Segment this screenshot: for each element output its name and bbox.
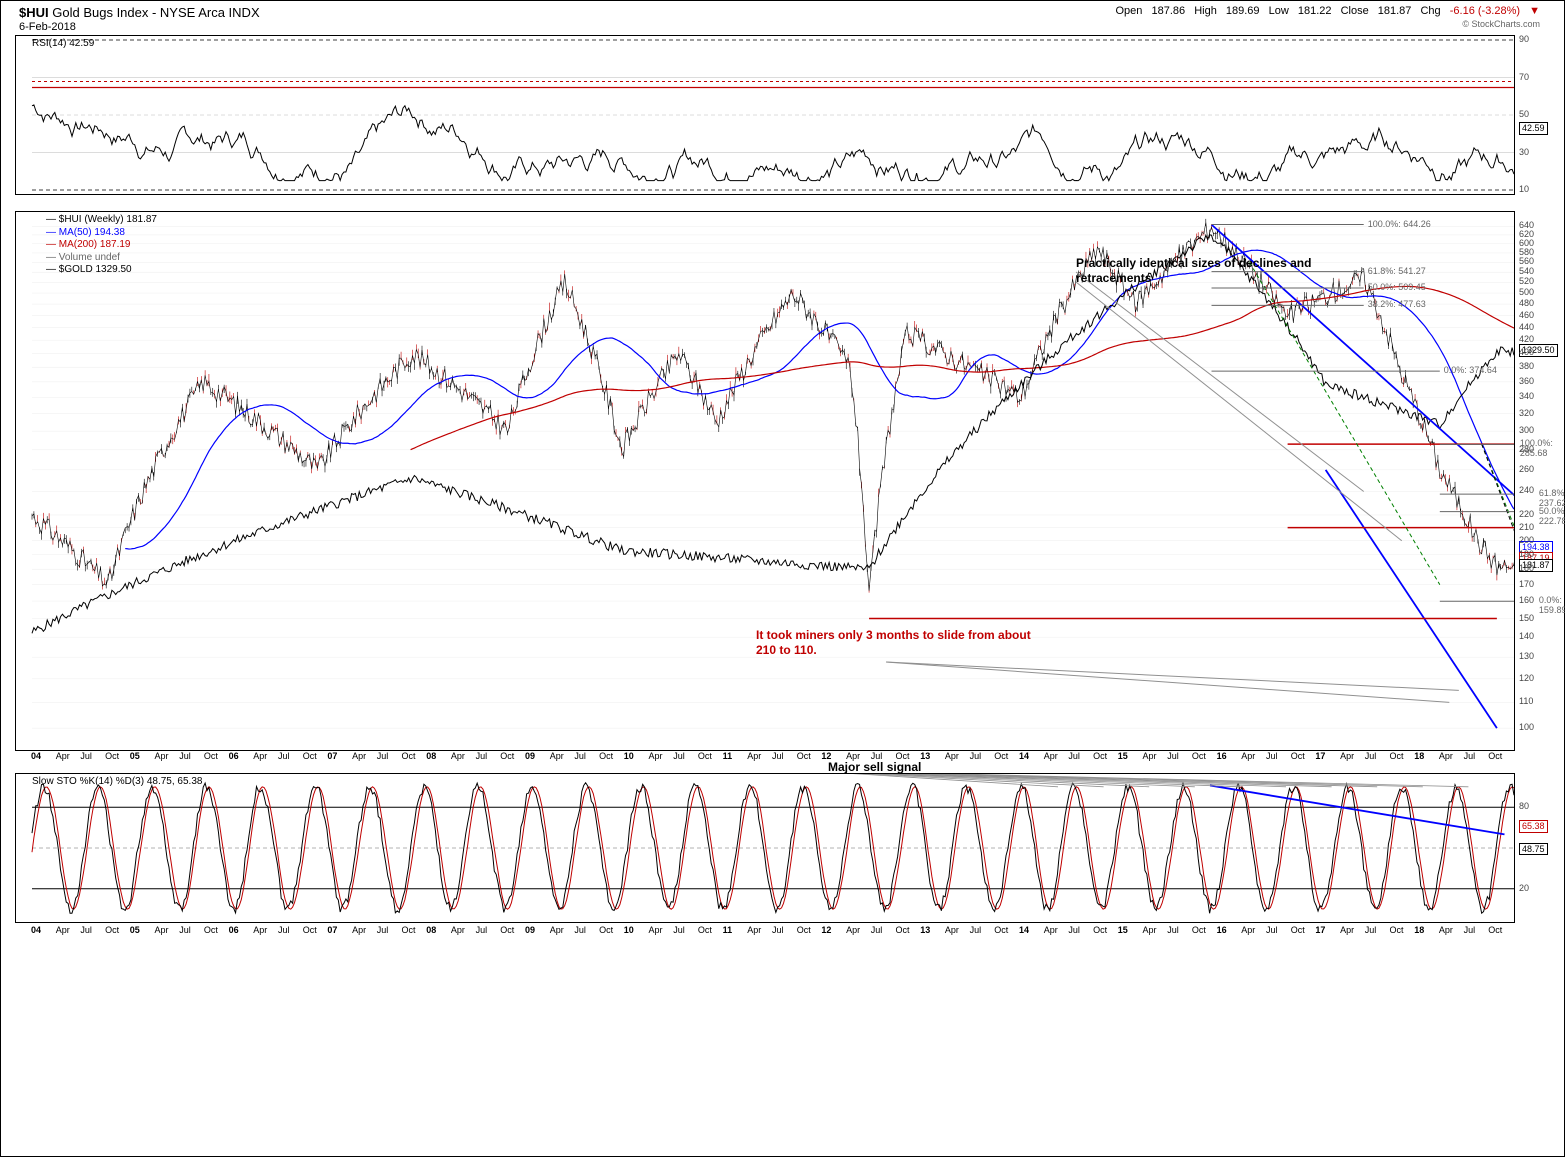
legend-line: — MA(200) 187.19	[46, 239, 157, 252]
fib-label: 38.2%: 477.63	[1368, 299, 1426, 309]
annotation-declines: Practically identical sizes of declines …	[1076, 256, 1356, 286]
copyright: © StockCharts.com	[1462, 19, 1540, 29]
open-value: 187.86	[1151, 5, 1185, 17]
rsi-plot	[16, 36, 1514, 194]
price-legend: — $HUI (Weekly) 181.87— MA(50) 194.38— M…	[46, 214, 157, 277]
low-value: 181.22	[1298, 5, 1332, 17]
ohlc-row: Open 187.86 High 189.69 Low 181.22 Close…	[1110, 5, 1541, 17]
rsi-legend: RSI(14) 42.59	[32, 38, 94, 49]
fib-label: 61.8%: 541.27	[1368, 266, 1426, 276]
close-value: 181.87	[1378, 5, 1412, 17]
symbol: $HUI	[19, 5, 49, 20]
high-value: 189.69	[1226, 5, 1260, 17]
legend-line: — $GOLD 1329.50	[46, 264, 157, 277]
stochastic-plot	[16, 774, 1514, 922]
xaxis-main: 04AprJulOct05AprJulOct06AprJulOct07AprJu…	[15, 751, 1515, 767]
rsi-current-tag: 42.59	[1519, 122, 1548, 135]
sto-d-tag: 65.38	[1519, 820, 1548, 833]
high-label: High	[1194, 5, 1217, 17]
close-label: Close	[1341, 5, 1369, 17]
chart-title: $HUI Gold Bugs Index - NYSE Arca INDX	[19, 5, 260, 20]
stochastic-legend: Slow STO %K(14) %D(3) 48.75, 65.38	[32, 776, 202, 787]
fib-label: 0.0%: 374.64	[1444, 365, 1497, 375]
annotation-sell-signal: Major sell signal	[828, 760, 921, 775]
legend-line: — Volume undef	[46, 252, 157, 265]
fib-label: 0.0%: 159.89	[1539, 595, 1565, 615]
symbol-name: Gold Bugs Index - NYSE Arca INDX	[52, 5, 259, 20]
legend-line: — $HUI (Weekly) 181.87	[46, 214, 157, 227]
chg-label: Chg	[1420, 5, 1440, 17]
chg-arrow-icon: ▼	[1529, 5, 1540, 17]
chart-date: 6-Feb-2018	[19, 21, 76, 33]
price-plot	[16, 212, 1514, 750]
legend-line: — MA(50) 194.38	[46, 227, 157, 240]
chart-root: $HUI Gold Bugs Index - NYSE Arca INDX 6-…	[0, 0, 1565, 1157]
open-label: Open	[1116, 5, 1143, 17]
sto-legend-text: Slow STO %K(14) %D(3) 48.75, 65.38	[32, 776, 202, 787]
fib-label: 100.0%: 644.26	[1368, 219, 1431, 229]
low-label: Low	[1269, 5, 1289, 17]
fib-label: 50.0%: 509.45	[1368, 282, 1426, 292]
chg-value: -6.16 (-3.28%)	[1450, 5, 1520, 17]
sto-k-tag: 48.75	[1519, 843, 1548, 856]
price-panel: — $HUI (Weekly) 181.87— MA(50) 194.38— M…	[15, 211, 1515, 751]
stochastic-panel: Slow STO %K(14) %D(3) 48.75, 65.38 Major…	[15, 773, 1515, 923]
annotation-slide: It took miners only 3 months to slide fr…	[756, 628, 1036, 658]
rsi-panel: RSI(14) 42.59	[15, 35, 1515, 195]
fib-label: 50.0%: 222.78	[1539, 506, 1565, 526]
xaxis-bottom: 04AprJulOct05AprJulOct06AprJulOct07AprJu…	[15, 925, 1515, 941]
